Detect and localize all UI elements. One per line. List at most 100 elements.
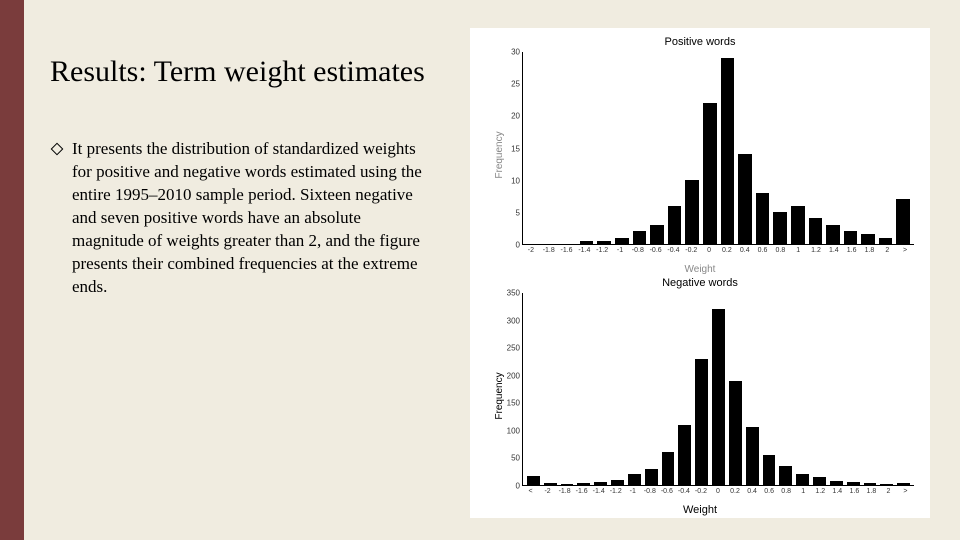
y-tick-label: 50 (496, 454, 520, 463)
plot-area (522, 293, 914, 486)
x-tick-label: 1 (801, 488, 805, 495)
x-tick-label: < (528, 488, 532, 495)
bar (628, 474, 641, 485)
bar (544, 483, 557, 485)
x-tick-label: -1.4 (593, 488, 605, 495)
bar (813, 477, 826, 485)
bar (633, 231, 647, 244)
bar (580, 241, 594, 244)
bar (645, 469, 658, 485)
x-tick-label: -0.2 (685, 247, 697, 254)
accent-bar (0, 0, 24, 540)
bar (577, 483, 590, 485)
x-tick-label: > (903, 488, 907, 495)
x-tick-label: -0.8 (632, 247, 644, 254)
y-tick-label: 250 (496, 344, 520, 353)
bar (879, 238, 893, 244)
positive-words-chart: Positive words Frequency 051015202530 -2… (476, 34, 924, 275)
bar (880, 484, 893, 485)
y-tick-label: 100 (496, 426, 520, 435)
x-tick-label: 1.2 (811, 247, 821, 254)
bar (597, 241, 611, 244)
bar (712, 309, 725, 485)
bar (685, 180, 699, 244)
y-tick-label: 30 (496, 48, 520, 57)
x-tick-label: 0.6 (758, 247, 768, 254)
x-axis-label: Weight (476, 504, 924, 516)
x-tick-label: -0.4 (678, 488, 690, 495)
x-axis-label: Weight (476, 264, 924, 275)
bar (662, 452, 675, 485)
bar (826, 225, 840, 244)
bar (779, 466, 792, 485)
bar (773, 212, 787, 244)
x-tick-label: -1.6 (561, 247, 573, 254)
x-tick-label: 2 (885, 247, 889, 254)
x-tick-label: 2 (886, 488, 890, 495)
chart-title: Negative words (476, 277, 924, 289)
y-tick-label: 20 (496, 112, 520, 121)
y-ticks: 050100150200250300350 (496, 293, 520, 486)
x-tick-label: -1.8 (559, 488, 571, 495)
x-tick-label: 1.4 (829, 247, 839, 254)
x-tick-label: 0.8 (781, 488, 791, 495)
bar (861, 234, 875, 244)
bar (678, 425, 691, 485)
x-tick-label: -0.2 (695, 488, 707, 495)
x-tick-label: -0.8 (644, 488, 656, 495)
bar (738, 154, 752, 244)
y-tick-label: 15 (496, 144, 520, 153)
x-tick-label: 0 (716, 488, 720, 495)
x-tick-label: 0.4 (747, 488, 757, 495)
x-tick-label: -1 (630, 488, 636, 495)
y-tick-label: 150 (496, 399, 520, 408)
x-tick-label: -0.6 (661, 488, 673, 495)
x-tick-label: 0.4 (740, 247, 750, 254)
slide-title: Results: Term weight estimates (50, 54, 430, 90)
y-tick-label: 300 (496, 316, 520, 325)
bar (615, 238, 629, 244)
x-tick-label: 1.4 (832, 488, 842, 495)
y-tick-label: 25 (496, 80, 520, 89)
bar (695, 359, 708, 485)
bar (896, 199, 910, 244)
x-tick-label: > (903, 247, 907, 254)
y-ticks: 051015202530 (496, 52, 520, 245)
x-tick-label: 0.2 (722, 247, 732, 254)
x-tick-label: 0.8 (775, 247, 785, 254)
bar (864, 483, 877, 485)
bars-container (523, 52, 914, 244)
bar (830, 481, 843, 485)
bar (721, 58, 735, 244)
x-tick-label: 0.2 (730, 488, 740, 495)
y-tick-label: 200 (496, 371, 520, 380)
bar (668, 206, 682, 244)
x-tick-label: 0.6 (764, 488, 774, 495)
bar (746, 427, 759, 485)
bar (703, 103, 717, 244)
bar (650, 225, 664, 244)
negative-words-chart: Negative words Frequency 050100150200250… (476, 275, 924, 516)
bar (729, 381, 742, 485)
bullet-item: It presents the distribution of standard… (50, 138, 430, 299)
bar (809, 218, 823, 244)
x-tick-label: 1.6 (849, 488, 859, 495)
x-tick-label: -2 (544, 488, 550, 495)
x-tick-label: 1.2 (815, 488, 825, 495)
bar (527, 476, 540, 485)
x-tick-label: -0.4 (667, 247, 679, 254)
bar (897, 483, 910, 485)
y-tick-label: 5 (496, 208, 520, 217)
x-tick-label: -0.6 (650, 247, 662, 254)
bar (561, 484, 574, 485)
bar (847, 482, 860, 485)
y-tick-label: 350 (496, 289, 520, 298)
x-tick-label: 1.8 (867, 488, 877, 495)
diamond-bullet-icon (50, 142, 72, 161)
bar (844, 231, 858, 244)
x-tick-label: 0 (707, 247, 711, 254)
y-tick-label: 0 (496, 482, 520, 491)
x-ticks: -2-1.8-1.6-1.4-1.2-1-0.8-0.6-0.4-0.200.2… (522, 247, 914, 259)
chart-title: Positive words (476, 36, 924, 48)
bar (763, 455, 776, 485)
